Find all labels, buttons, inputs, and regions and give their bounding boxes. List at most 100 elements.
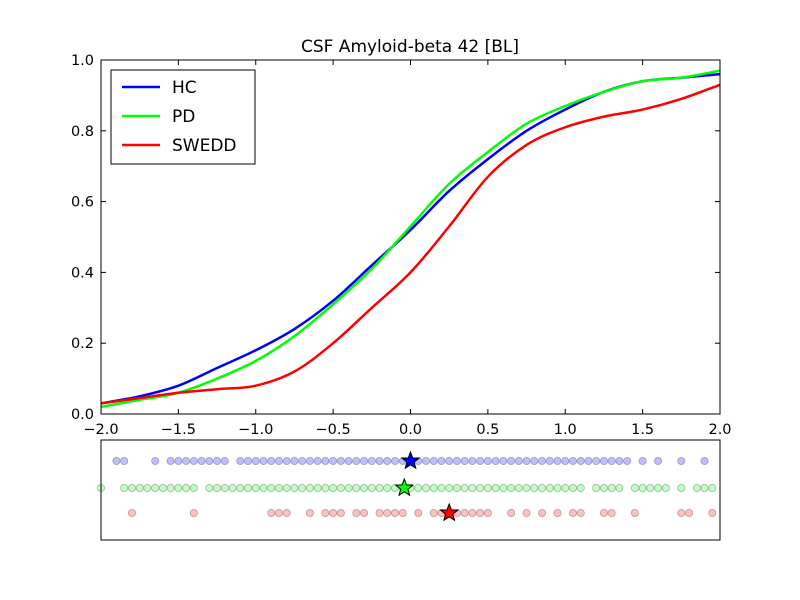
x-tick-label: −1.5 xyxy=(161,422,196,438)
y-tick-label: 0.0 xyxy=(71,407,94,423)
strip-point-hc xyxy=(182,456,191,465)
strip-point-hc xyxy=(360,456,369,465)
legend-label-hc: HC xyxy=(172,78,197,98)
strip-point-pd xyxy=(421,483,430,492)
strip-point-pd xyxy=(646,483,655,492)
strip-point-hc xyxy=(677,456,686,465)
strip-point-pd xyxy=(507,483,516,492)
strip-point-pd xyxy=(151,483,160,492)
strip-point-swedd xyxy=(599,508,608,517)
strip-point-hc xyxy=(236,456,245,465)
strip-point-swedd xyxy=(375,508,384,517)
strip-point-pd xyxy=(483,483,492,492)
strip-point-pd xyxy=(360,483,369,492)
strip-point-swedd xyxy=(677,508,686,517)
strip-point-hc xyxy=(530,456,539,465)
chart-title: CSF Amyloid-beta 42 [BL] xyxy=(301,37,519,57)
strip-point-swedd xyxy=(476,508,485,517)
strip-point-pd xyxy=(538,483,547,492)
strip-point-pd xyxy=(135,483,144,492)
strip-point-pd xyxy=(220,483,229,492)
strip-point-hc xyxy=(213,456,222,465)
strip-point-pd xyxy=(298,483,307,492)
strip-point-hc xyxy=(251,456,260,465)
strip-point-pd xyxy=(236,483,245,492)
x-tick-label: −0.5 xyxy=(316,422,351,438)
strip-point-pd xyxy=(599,483,608,492)
strip-point-pd xyxy=(445,483,454,492)
strip-point-pd xyxy=(514,483,523,492)
strip-point-pd xyxy=(274,483,283,492)
strip-point-pd xyxy=(692,483,701,492)
y-tick-label: 0.2 xyxy=(71,336,94,352)
strip-point-hc xyxy=(700,456,709,465)
strip-point-pd xyxy=(437,483,446,492)
strip-point-swedd xyxy=(360,508,369,517)
strip-point-pd xyxy=(561,483,570,492)
strip-point-swedd xyxy=(329,508,338,517)
strip-point-swedd xyxy=(414,508,423,517)
mean-star-hc xyxy=(400,450,421,470)
strip-point-pd xyxy=(491,483,500,492)
strip-row-swedd xyxy=(127,502,717,522)
strip-point-pd xyxy=(700,483,709,492)
strip-point-hc xyxy=(220,456,229,465)
strip-point-hc xyxy=(615,456,624,465)
strip-point-hc xyxy=(336,456,345,465)
strip-point-swedd xyxy=(507,508,516,517)
strip-point-swedd xyxy=(685,508,694,517)
strip-point-pd xyxy=(375,483,384,492)
strip-point-swedd xyxy=(352,508,361,517)
strip-point-hc xyxy=(174,456,183,465)
strip-point-pd xyxy=(344,483,353,492)
strip-point-pd xyxy=(313,483,322,492)
strip-plot-area xyxy=(97,450,717,522)
strip-row-pd xyxy=(97,477,717,497)
strip-point-hc xyxy=(290,456,299,465)
strip-point-swedd xyxy=(321,508,330,517)
strip-point-pd xyxy=(545,483,554,492)
series-line-pd xyxy=(100,69,721,409)
strip-point-hc xyxy=(460,456,469,465)
strip-point-hc xyxy=(429,456,438,465)
strip-point-swedd xyxy=(576,508,585,517)
strip-point-pd xyxy=(592,483,601,492)
strip-point-swedd xyxy=(483,508,492,517)
strip-point-swedd xyxy=(189,508,198,517)
legend: HC PD SWEDD xyxy=(110,69,256,165)
strip-point-hc xyxy=(205,456,214,465)
legend-label-swedd: SWEDD xyxy=(172,136,237,156)
strip-point-hc xyxy=(120,456,129,465)
strip-point-pd xyxy=(166,483,175,492)
strip-point-swedd xyxy=(274,508,283,517)
strip-point-hc xyxy=(499,456,508,465)
strip-point-hc xyxy=(483,456,492,465)
strip-point-hc xyxy=(189,456,198,465)
strip-point-pd xyxy=(336,483,345,492)
strip-point-swedd xyxy=(568,508,577,517)
strip-point-pd xyxy=(143,483,152,492)
strip-point-pd xyxy=(352,483,361,492)
strip-point-pd xyxy=(708,483,717,492)
strip-point-pd xyxy=(158,483,167,492)
strip-point-hc xyxy=(654,456,663,465)
strip-point-hc xyxy=(638,456,647,465)
strip-point-swedd xyxy=(468,508,477,517)
strip-point-swedd xyxy=(305,508,314,517)
strip-point-swedd xyxy=(127,508,136,517)
strip-point-hc xyxy=(244,456,253,465)
strip-point-hc xyxy=(166,456,175,465)
strip-point-swedd xyxy=(429,508,438,517)
strip-point-pd xyxy=(468,483,477,492)
legend-label-pd: PD xyxy=(172,107,195,127)
strip-point-pd xyxy=(576,483,585,492)
strip-point-hc xyxy=(313,456,322,465)
strip-point-pd xyxy=(205,483,214,492)
strip-point-pd xyxy=(476,483,485,492)
strip-point-pd xyxy=(630,483,639,492)
main-axes-ticks: −2.0 −1.5 −1.0 −0.5 0.0 0.5 1.0 1.5 2.0 0.0 0.2 0.4… xyxy=(71,53,732,438)
mean-star-pd xyxy=(394,477,415,497)
strip-point-pd xyxy=(367,483,376,492)
strip-point-hc xyxy=(507,456,516,465)
strip-point-swedd xyxy=(553,508,562,517)
